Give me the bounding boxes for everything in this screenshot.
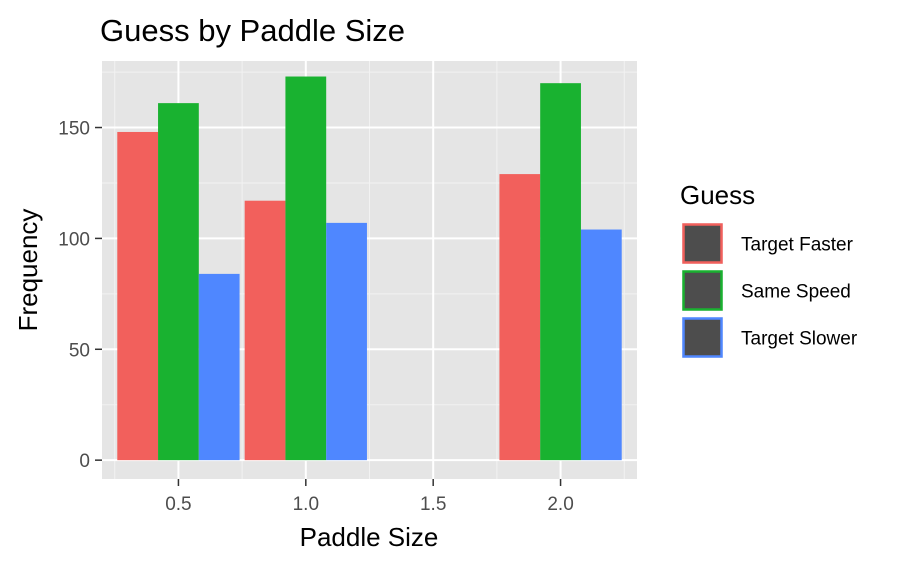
legend-label: Target Faster <box>741 235 854 256</box>
x-tick-label: 1.0 <box>293 494 319 515</box>
y-axis: 0 50 100 150 <box>58 119 102 472</box>
bar <box>285 76 327 461</box>
y-tick-label: 100 <box>58 229 90 250</box>
legend-key <box>682 270 723 311</box>
bar <box>499 174 541 461</box>
bars <box>117 76 622 461</box>
legend-title: Guess <box>680 180 755 210</box>
bar <box>158 103 199 461</box>
bar <box>117 131 159 461</box>
bar <box>580 229 622 461</box>
legend-label: Same Speed <box>741 282 851 303</box>
legend: Guess Target Faster Same Speed Target Slow… <box>680 180 858 358</box>
bar <box>326 222 367 461</box>
x-axis: 0.5 1.0 1.5 2.0 <box>165 479 574 515</box>
x-axis-title: Paddle Size <box>300 522 439 552</box>
y-tick-label: 150 <box>58 119 90 140</box>
bar <box>540 83 581 461</box>
y-tick-label: 50 <box>69 340 90 361</box>
x-tick-label: 0.5 <box>165 494 191 515</box>
chart-title: Guess by Paddle Size <box>100 13 405 48</box>
legend-key <box>682 317 723 358</box>
bar <box>198 273 240 461</box>
x-tick-label: 1.5 <box>420 494 446 515</box>
bar <box>244 200 286 461</box>
x-tick-label: 2.0 <box>547 494 573 515</box>
y-tick-label: 0 <box>79 451 90 472</box>
legend-key <box>682 223 723 264</box>
legend-label: Target Slower <box>741 329 858 350</box>
y-axis-title: Frequency <box>13 209 43 332</box>
